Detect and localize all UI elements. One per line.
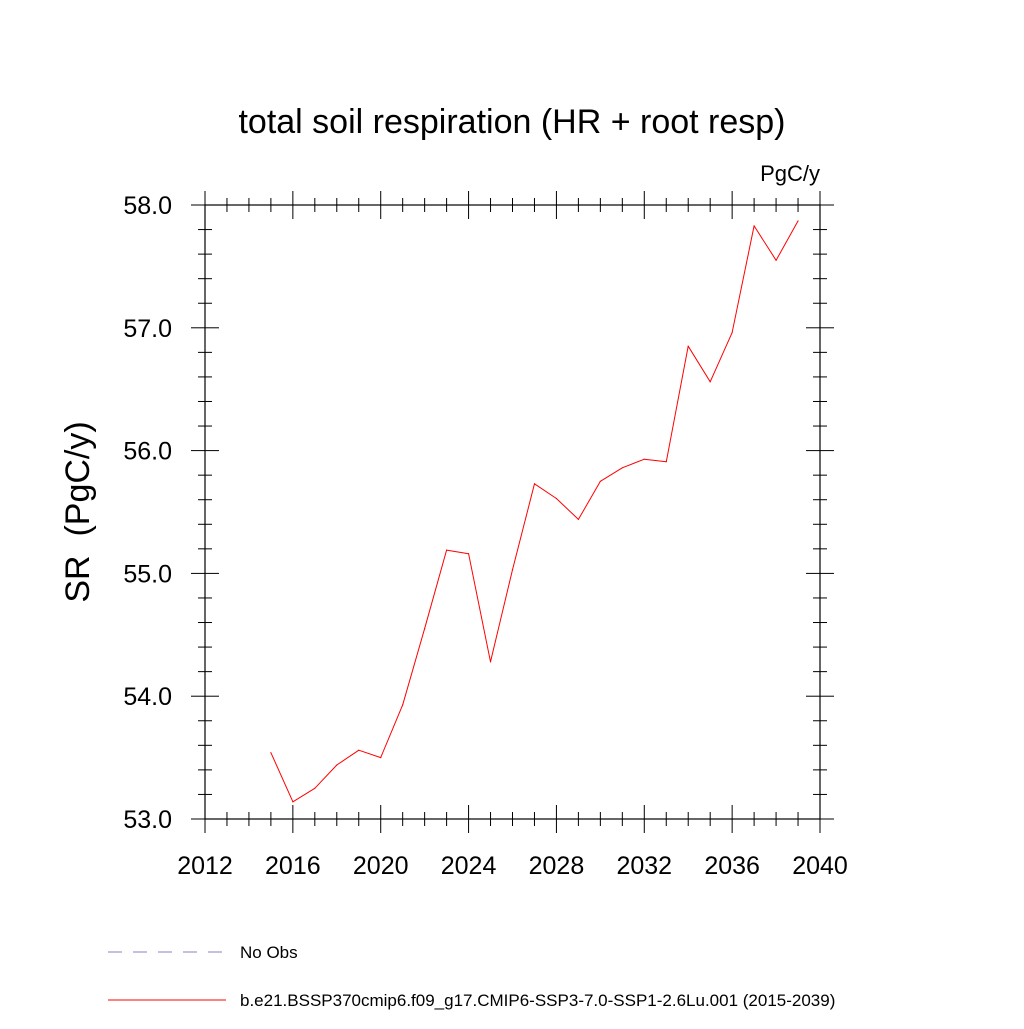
data-point bbox=[489, 661, 492, 663]
data-point bbox=[511, 569, 514, 571]
data-point bbox=[358, 749, 360, 751]
units-label: PgC/y bbox=[760, 161, 820, 186]
data-point bbox=[380, 757, 382, 759]
x-tick-label: 2016 bbox=[265, 852, 321, 880]
data-point bbox=[577, 518, 579, 520]
data-point bbox=[709, 381, 711, 383]
data-point bbox=[797, 220, 799, 222]
data-point bbox=[621, 467, 623, 469]
x-tick-label: 2028 bbox=[529, 852, 585, 880]
y-tick-label: 54.0 bbox=[123, 683, 172, 711]
x-tick-label: 2040 bbox=[792, 852, 848, 880]
legend-label: No Obs bbox=[240, 943, 298, 962]
y-axis-label: SR (PgC/y) bbox=[59, 421, 97, 602]
y-tick-label: 57.0 bbox=[123, 315, 172, 343]
data-point bbox=[292, 801, 294, 803]
plot-series bbox=[270, 220, 799, 803]
y-tick-label: 56.0 bbox=[123, 438, 172, 466]
x-tick-label: 2032 bbox=[616, 852, 672, 880]
x-tick-label: 2020 bbox=[353, 852, 409, 880]
data-point bbox=[555, 497, 558, 500]
data-point bbox=[336, 764, 338, 766]
data-point bbox=[314, 787, 316, 789]
data-point bbox=[446, 549, 448, 551]
legend: No Obs b.e21.BSSP370cmip6.f09_g17.CMIP6-S… bbox=[108, 943, 835, 1010]
data-point bbox=[687, 345, 689, 347]
data-point bbox=[643, 458, 645, 460]
x-tick-label: 2024 bbox=[441, 852, 497, 880]
data-point bbox=[731, 332, 733, 334]
y-tick-label: 53.0 bbox=[123, 806, 172, 834]
axes: 2012 2016 2020 2024 2028 2032 2036 2040 53.0 54.0… bbox=[123, 191, 848, 880]
data-point bbox=[775, 259, 777, 261]
plot-frame bbox=[204, 204, 821, 820]
data-point bbox=[753, 225, 755, 227]
data-point bbox=[424, 628, 426, 630]
data-point bbox=[665, 461, 667, 463]
data-point bbox=[599, 480, 601, 482]
y-tick-label: 55.0 bbox=[123, 560, 172, 588]
data-point bbox=[467, 553, 470, 555]
x-tick-label: 2012 bbox=[177, 852, 233, 880]
series-line bbox=[270, 220, 799, 803]
data-point bbox=[402, 704, 404, 706]
data-point bbox=[270, 752, 272, 754]
y-tick-label: 58.0 bbox=[123, 192, 172, 220]
chart-title: total soil respiration (HR + root resp) bbox=[238, 103, 785, 141]
legend-label: b.e21.BSSP370cmip6.f09_g17.CMIP6-SSP3-7.… bbox=[240, 991, 835, 1010]
x-tick-label: 2036 bbox=[704, 852, 760, 880]
data-point bbox=[533, 483, 536, 485]
